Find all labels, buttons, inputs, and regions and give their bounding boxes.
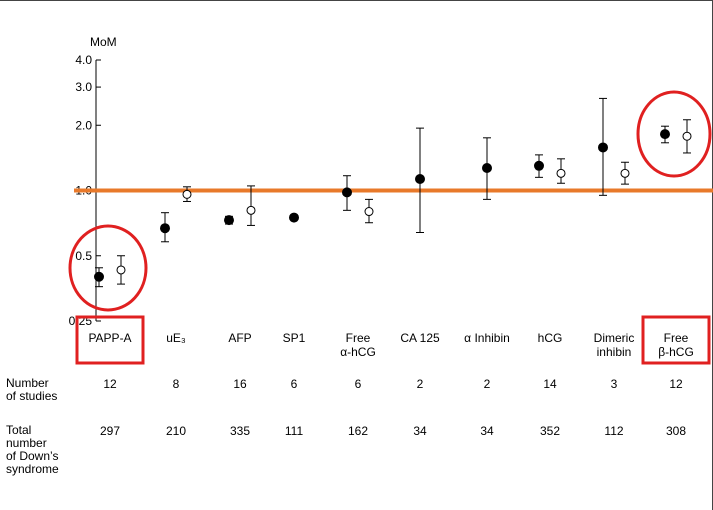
table-row-header-line: Total	[6, 423, 32, 437]
filled-point	[534, 160, 544, 171]
table-cell: 162	[347, 424, 369, 438]
data-points	[94, 97, 692, 288]
table-cell: 8	[172, 377, 180, 391]
category-label: AFP	[200, 331, 280, 345]
filled-point	[160, 223, 170, 234]
filled-point	[342, 187, 352, 198]
table-cell: 352	[539, 424, 561, 438]
category-label-line1: SP1	[282, 331, 306, 345]
category-label-line1: CA 125	[400, 331, 440, 345]
category-label-line1: AFP	[228, 331, 252, 345]
category-label: Free β-hCG	[636, 331, 713, 359]
category-label-line1: α Inhibin	[464, 331, 510, 345]
table-row-header-line: of studies	[6, 389, 58, 403]
y-tick-label: 3.0	[75, 80, 92, 94]
table-cell: 335	[229, 424, 251, 438]
category-label-line1: PAPP-A	[88, 331, 132, 345]
open-point	[556, 168, 566, 178]
open-point	[364, 207, 374, 217]
y-tick-label: 4.0	[75, 53, 92, 67]
y-axis-label: MoM	[90, 35, 117, 49]
category-label-line1: hCG	[537, 331, 563, 345]
category-label-line2: inhibin	[596, 345, 632, 359]
table-cell: 111	[284, 424, 304, 438]
table-cell: 297	[99, 424, 121, 438]
y-tick-label: 2.0	[75, 118, 92, 132]
filled-point	[415, 173, 425, 184]
category-label: α Inhibin	[447, 331, 527, 345]
table-row-header: Total number of Down’s syndrome	[6, 424, 76, 476]
table-cell: 2	[416, 377, 424, 391]
filled-point	[289, 212, 299, 223]
table-row-header: Number of studies	[6, 377, 76, 403]
highlight-box	[75, 315, 145, 365]
category-label: CA 125	[380, 331, 460, 345]
table-cell: 16	[233, 377, 247, 391]
category-label-line1: uE₃	[166, 331, 186, 345]
table-cell: 34	[413, 424, 427, 438]
filled-point	[482, 162, 492, 173]
open-point	[620, 168, 630, 178]
table-cell: 14	[543, 377, 557, 391]
category-label-line1: Free	[663, 331, 689, 345]
filled-point	[224, 215, 234, 226]
open-point	[246, 205, 256, 215]
table-cell: 6	[354, 377, 362, 391]
highlight-box	[641, 315, 711, 365]
filled-point	[660, 129, 670, 140]
category-label-line2: β-hCG	[658, 345, 694, 359]
category-label-line1: Free	[345, 331, 371, 345]
table-cell: 6	[290, 377, 298, 391]
filled-point	[94, 271, 104, 282]
table-cell: 3	[610, 377, 618, 391]
category-label: Free α-hCG	[318, 331, 398, 359]
category-label: hCG	[510, 331, 590, 345]
open-point	[116, 265, 126, 275]
table-row-header-line: of Down’s	[6, 449, 59, 463]
category-label: Dimeric inhibin	[574, 331, 654, 359]
open-point	[682, 131, 692, 141]
y-tick-label: 0.5	[75, 249, 92, 263]
category-label-line2: α-hCG	[340, 345, 376, 359]
table-row-header-line: Number	[6, 376, 49, 390]
category-label: SP1	[254, 331, 334, 345]
highlight-circle-papp-a	[68, 224, 148, 312]
table-row-header-line: number	[6, 436, 47, 450]
highlights	[68, 90, 712, 365]
table-cell: 210	[165, 424, 187, 438]
table-cell: 12	[669, 377, 683, 391]
open-point	[182, 189, 192, 199]
category-label-line1: Dimeric	[593, 331, 635, 345]
table-cell: 2	[483, 377, 491, 391]
table-cell: 12	[103, 377, 117, 391]
table-row-header-line: syndrome	[6, 462, 59, 476]
highlight-circle-free-beta-hcg	[636, 90, 712, 178]
table-cell: 34	[480, 424, 494, 438]
table-cell: 308	[665, 424, 687, 438]
filled-point	[598, 142, 608, 153]
table-cell: 112	[604, 424, 624, 438]
category-label: uE₃	[136, 331, 216, 345]
category-label: PAPP-A	[70, 331, 150, 345]
